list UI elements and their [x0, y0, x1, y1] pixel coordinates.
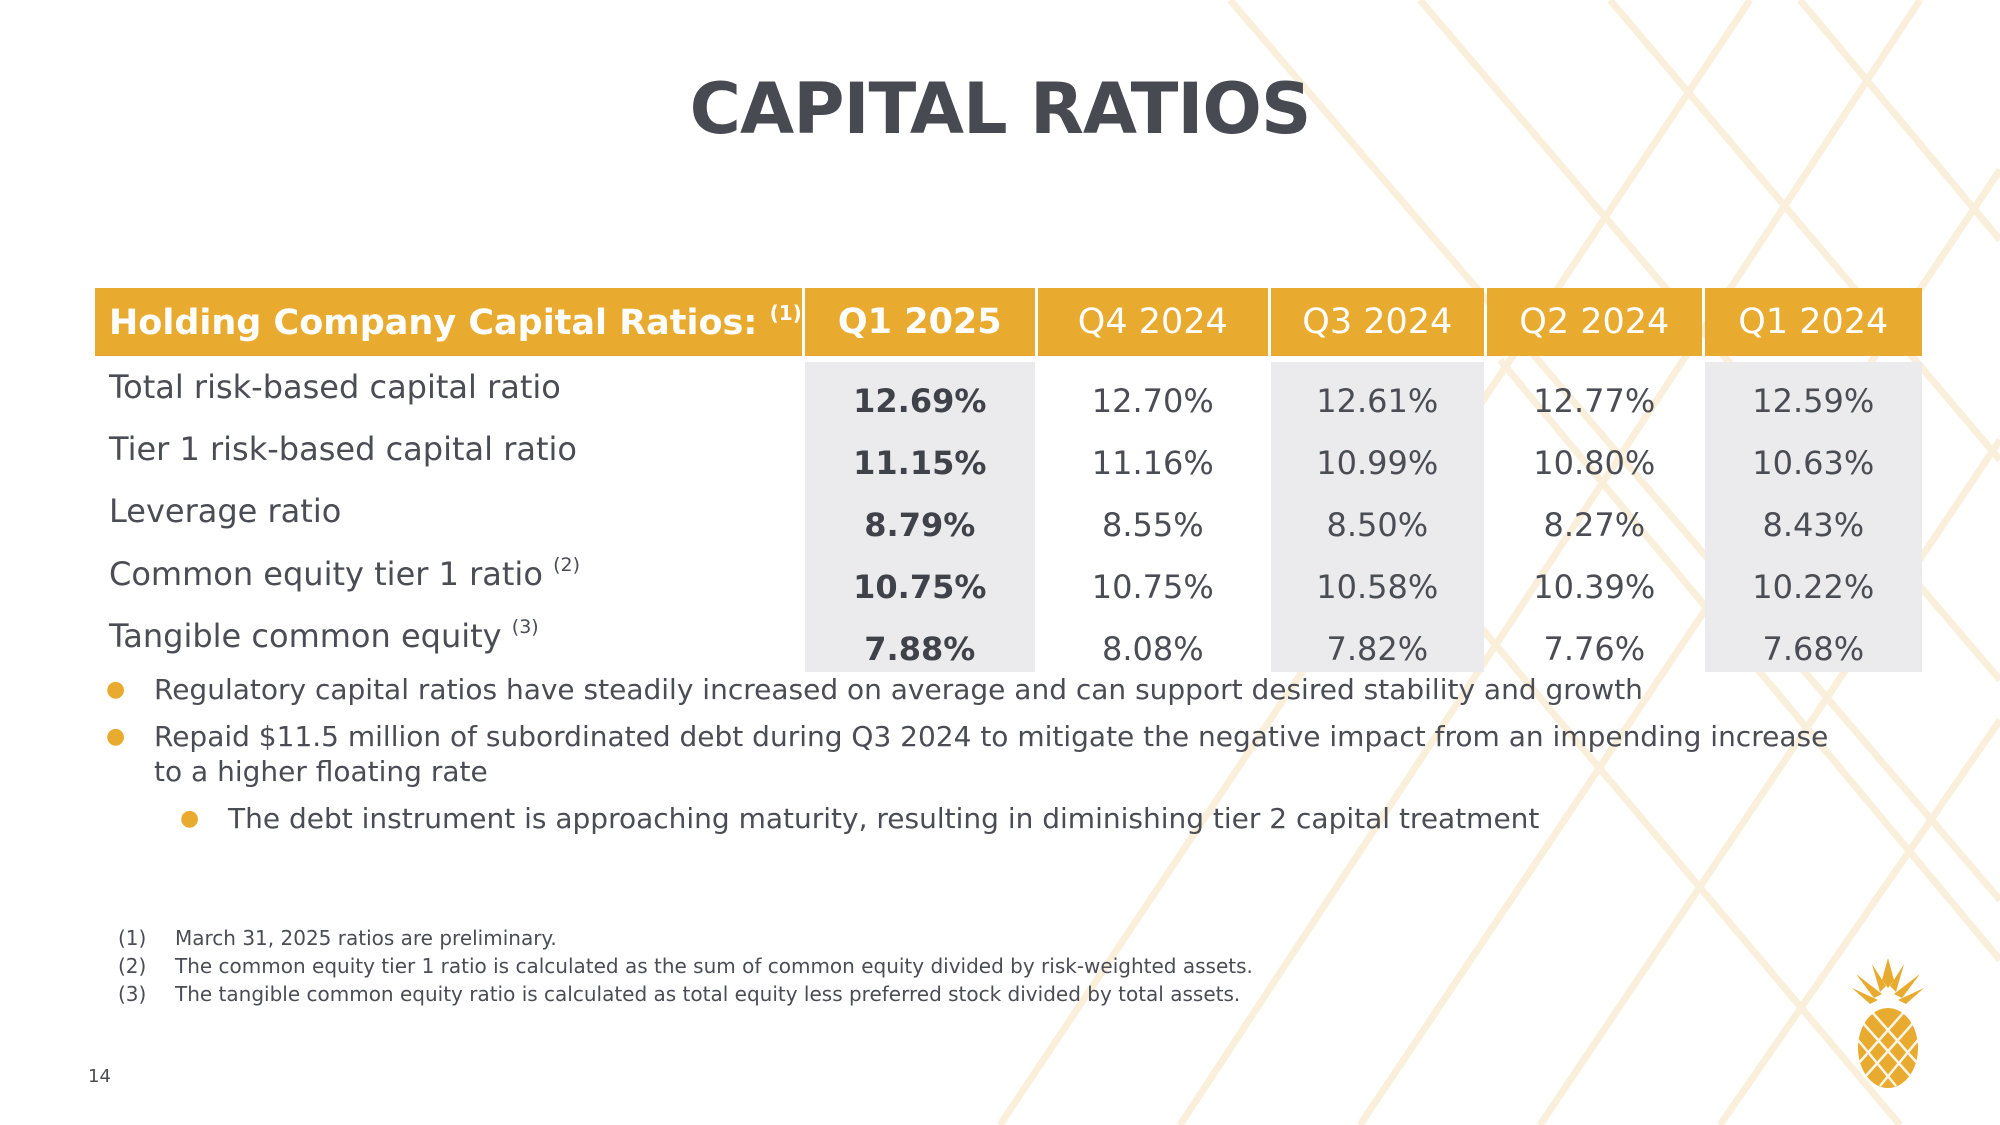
table-cell: 12.61%	[1270, 362, 1484, 424]
table-cell: 8.43%	[1704, 486, 1922, 548]
table-cell: 7.82%	[1270, 610, 1484, 672]
pineapple-icon	[1852, 958, 1924, 1088]
column-header: Q2 2024	[1486, 288, 1702, 356]
row-label: Leverage ratio	[109, 492, 342, 530]
footnote-ref: (2)	[553, 554, 580, 576]
table-cell: 8.50%	[1270, 486, 1484, 548]
bullet-list: ● Regulatory capital ratios have steadil…	[100, 672, 1860, 848]
table-cell: 10.63%	[1704, 424, 1922, 486]
footnotes: (1) March 31, 2025 ratios are preliminary…	[118, 924, 1253, 1008]
table-cell: 12.59%	[1704, 362, 1922, 424]
table-row: Tangible common equity (3) 7.88% 8.08% 7…	[95, 610, 1922, 672]
table-cell: 12.70%	[1091, 382, 1214, 420]
bullet-icon: ●	[106, 677, 126, 702]
table-cell: 7.88%	[804, 610, 1035, 672]
column-header: Q1 2025	[804, 288, 1035, 356]
table-cell: 8.79%	[804, 486, 1035, 548]
footnote: (3) The tangible common equity ratio is c…	[118, 982, 1241, 1006]
table-row: Total risk-based capital ratio 12.69% 12…	[95, 362, 1922, 424]
table-row: Tier 1 risk-based capital ratio 11.15% 1…	[95, 424, 1922, 486]
row-label: Tangible common equity (3)	[109, 616, 539, 655]
table-cell: 8.55%	[1101, 506, 1204, 544]
list-item: ● Repaid $11.5 million of subordinated d…	[106, 720, 1829, 788]
table-cell: 8.08%	[1101, 630, 1204, 668]
bullet-icon: ●	[106, 724, 126, 749]
table-cell: 11.15%	[804, 424, 1035, 486]
table-cell: 10.99%	[1270, 424, 1484, 486]
row-label: Total risk-based capital ratio	[109, 368, 561, 406]
row-label: Tier 1 risk-based capital ratio	[109, 430, 577, 468]
column-header: Q1 2024	[1704, 288, 1922, 356]
table-cell: 7.76%	[1543, 630, 1646, 668]
table-cell: 12.69%	[804, 362, 1035, 424]
table-cell: 11.16%	[1091, 444, 1214, 482]
footnote-ref: (3)	[511, 616, 539, 638]
table-cell: 10.80%	[1533, 444, 1656, 482]
table-cell: 10.75%	[804, 548, 1035, 610]
page-number: 14	[88, 1066, 111, 1087]
table-cell: 8.27%	[1543, 506, 1646, 544]
table-row: Common equity tier 1 ratio (2) 10.75% 10…	[95, 548, 1922, 610]
bullet-icon: ●	[180, 806, 200, 831]
sub-list-item: ● The debt instrument is approaching mat…	[180, 802, 1540, 835]
list-item: ● Regulatory capital ratios have steadil…	[106, 673, 1643, 706]
table-cell: 10.75%	[1091, 568, 1214, 606]
table-cell: 10.22%	[1704, 548, 1922, 610]
table-cell: 10.58%	[1270, 548, 1484, 610]
table-row: Leverage ratio 8.79% 8.55% 8.50% 8.27% 8…	[95, 486, 1922, 548]
slide-title: CAPITAL RATIOS	[689, 68, 1312, 150]
footnote: (2) The common equity tier 1 ratio is cal…	[118, 954, 1253, 978]
footnote: (1) March 31, 2025 ratios are preliminary…	[118, 926, 557, 950]
table-cell: 10.39%	[1533, 568, 1656, 606]
table-cell: 12.77%	[1533, 382, 1656, 420]
column-header: Q4 2024	[1037, 288, 1268, 356]
table-cell: 7.68%	[1704, 610, 1922, 672]
row-label: Common equity tier 1 ratio (2)	[109, 554, 580, 593]
column-header: Q3 2024	[1270, 288, 1484, 356]
table-header-label: Holding Company Capital Ratios: (1)	[95, 288, 802, 356]
table-header-row: Holding Company Capital Ratios: (1) Q1 2…	[95, 288, 1922, 356]
capital-ratios-table: Holding Company Capital Ratios: (1) Q1 2…	[92, 288, 1925, 672]
